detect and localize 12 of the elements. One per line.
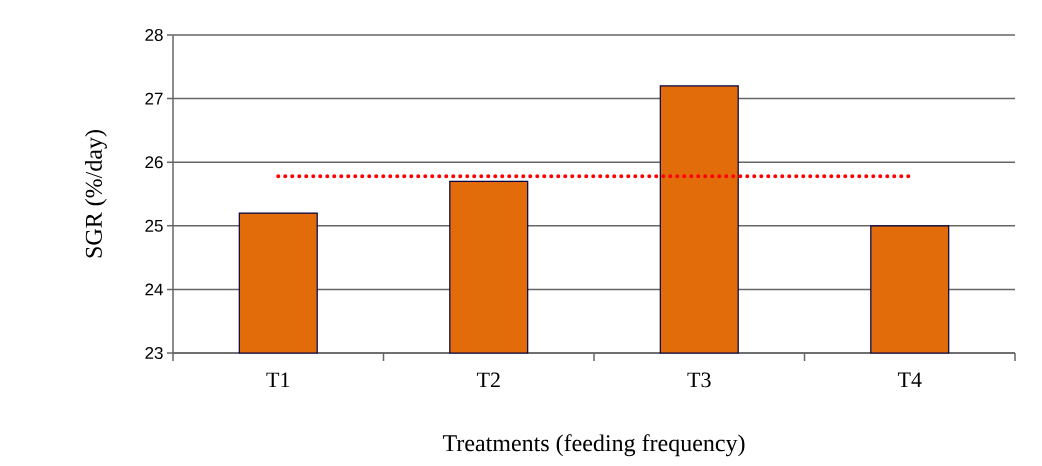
y-tick-label: 23 [145,346,163,360]
y-tick-label: 26 [145,156,163,169]
x-tick-label: T3 [687,372,711,388]
y-axis-title: SGR (%/day) [85,130,107,258]
x-tick-label: T2 [476,372,500,388]
x-axis-title: Treatments (feeding frequency) [442,434,745,457]
y-tick-label: 27 [145,92,163,105]
y-tick-label: 24 [145,283,163,296]
x-tick-label: T4 [897,372,922,387]
x-tick-label: T1 [266,372,290,388]
y-tick-label: 28 [145,28,163,42]
y-tick-label: 25 [145,219,163,232]
